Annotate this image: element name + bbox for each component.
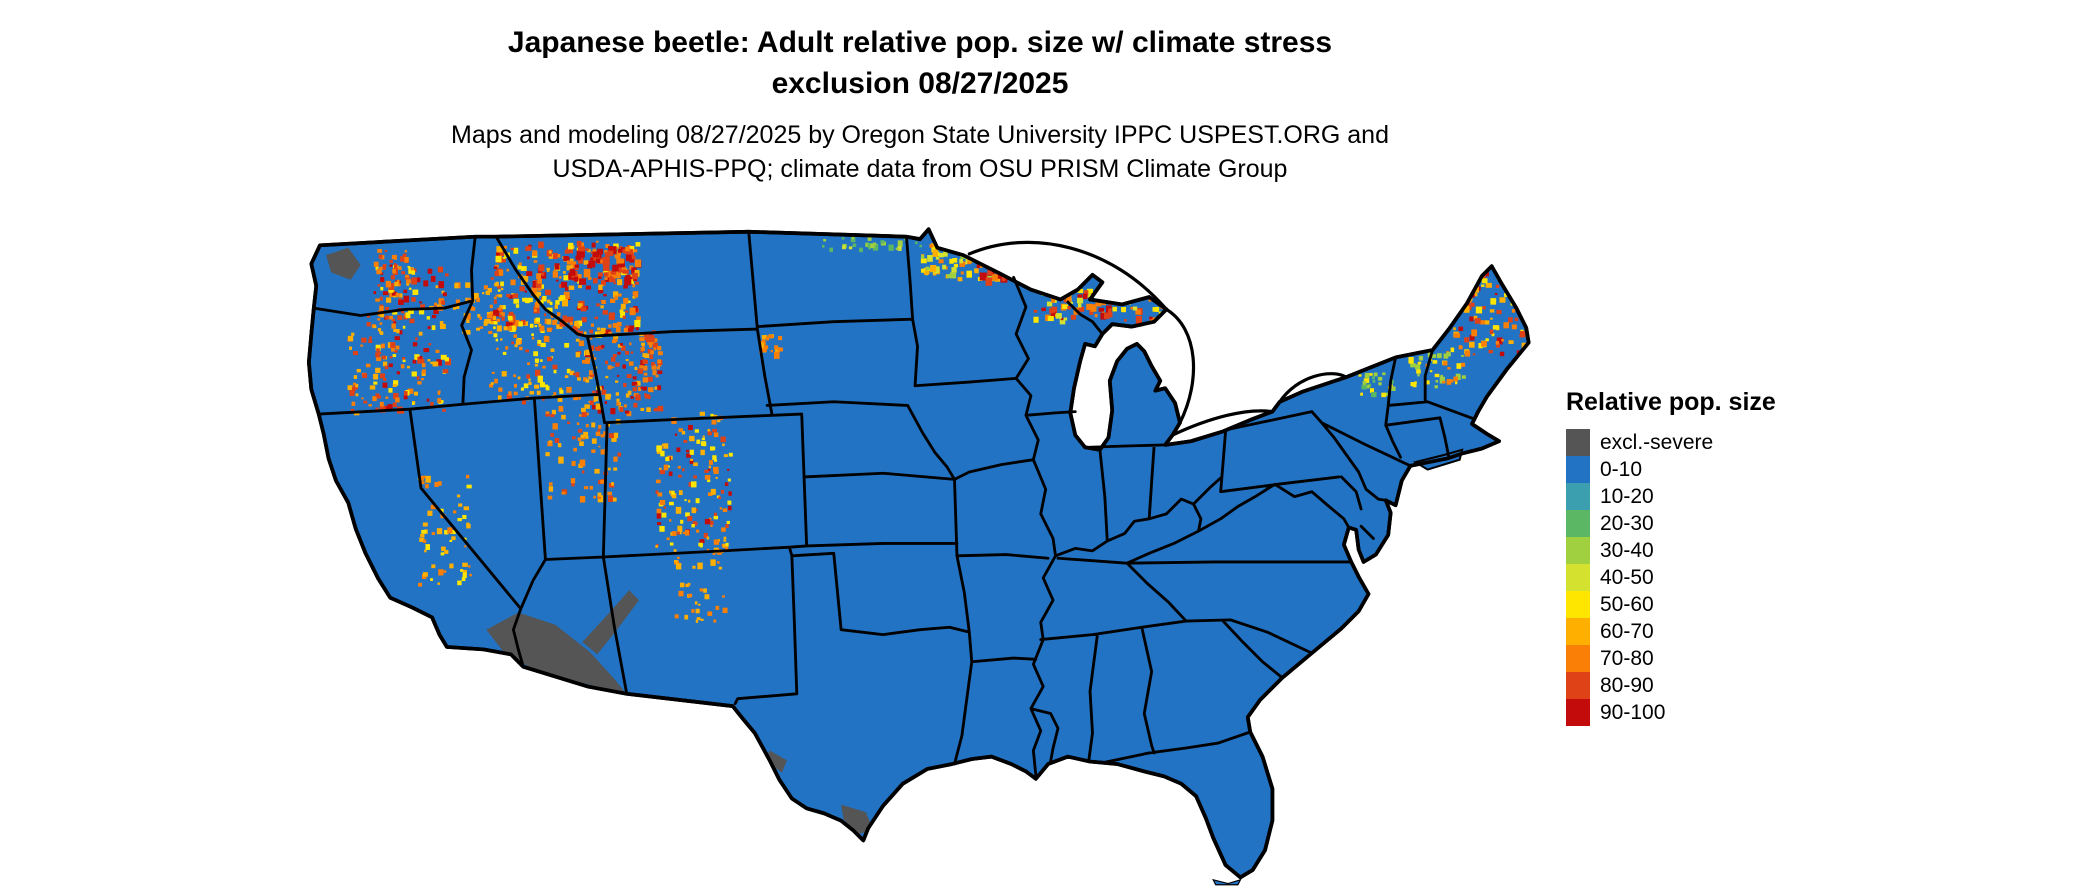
legend-entry: 60-70 bbox=[1566, 618, 1776, 645]
legend-label: 10-20 bbox=[1600, 484, 1654, 508]
legend-label: 20-30 bbox=[1600, 511, 1654, 535]
legend-label: 90-100 bbox=[1600, 700, 1666, 724]
legend-entry: 70-80 bbox=[1566, 645, 1776, 672]
legend-entry: 20-30 bbox=[1566, 510, 1776, 537]
legend-swatch bbox=[1566, 672, 1590, 699]
legend-entry: 80-90 bbox=[1566, 672, 1776, 699]
legend-entry: 40-50 bbox=[1566, 564, 1776, 591]
exclusion-olympic bbox=[326, 247, 361, 280]
map-title-line1: Japanese beetle: Adult relative pop. siz… bbox=[507, 26, 1333, 59]
legend-label: 80-90 bbox=[1600, 673, 1654, 697]
legend-label: 50-60 bbox=[1600, 592, 1654, 616]
legend-label: 30-40 bbox=[1600, 538, 1654, 562]
legend-entry: 90-100 bbox=[1566, 699, 1776, 726]
legend-swatch bbox=[1566, 699, 1590, 726]
map-title-line2: exclusion 08/27/2025 bbox=[771, 67, 1069, 100]
legend-entries: excl.-severe 0-10 10-20 20-30 30-40 40-50 50-6… bbox=[1566, 429, 1776, 726]
legend-swatch bbox=[1566, 618, 1590, 645]
legend-swatch bbox=[1566, 483, 1590, 510]
legend-swatch bbox=[1566, 510, 1590, 537]
exclusion-central-arizona bbox=[582, 590, 640, 655]
legend-entry: 50-60 bbox=[1566, 591, 1776, 618]
legend-entry: excl.-severe bbox=[1566, 429, 1776, 456]
exclusion-southwest-desert bbox=[486, 612, 625, 692]
us-conus-map bbox=[300, 196, 1540, 886]
exclusion-big-bend bbox=[764, 750, 787, 773]
legend-swatch bbox=[1566, 537, 1590, 564]
legend-swatch bbox=[1566, 456, 1590, 483]
legend-label: 0-10 bbox=[1600, 457, 1643, 481]
florida-keys bbox=[1212, 878, 1242, 886]
map-title: Japanese beetle: Adult relative pop. siz… bbox=[0, 22, 1840, 104]
exclusion-severe-areas bbox=[326, 247, 874, 835]
legend-swatch bbox=[1566, 429, 1590, 456]
conus-outline bbox=[307, 227, 1531, 880]
legend-swatch bbox=[1566, 591, 1590, 618]
map-subtitle: Maps and modeling 08/27/2025 by Oregon S… bbox=[0, 118, 1840, 186]
map-svg bbox=[307, 227, 1531, 886]
legend-label: excl.-severe bbox=[1600, 430, 1714, 454]
legend: Relative pop. size excl.-severe 0-10 10-20… bbox=[1566, 388, 1776, 726]
legend-label: 70-80 bbox=[1600, 646, 1654, 670]
legend-label: 60-70 bbox=[1600, 619, 1654, 643]
state-borders bbox=[312, 230, 1476, 777]
legend-title: Relative pop. size bbox=[1566, 388, 1776, 416]
legend-label: 40-50 bbox=[1600, 565, 1654, 589]
legend-entry: 30-40 bbox=[1566, 537, 1776, 564]
map-subtitle-line2: USDA-APHIS-PPQ; climate data from OSU PR… bbox=[552, 155, 1288, 183]
legend-swatch bbox=[1566, 564, 1590, 591]
great-lakes-borders bbox=[967, 240, 1348, 437]
legend-entry: 0-10 bbox=[1566, 456, 1776, 483]
legend-swatch bbox=[1566, 645, 1590, 672]
map-subtitle-line1: Maps and modeling 08/27/2025 by Oregon S… bbox=[451, 121, 1389, 149]
exclusion-south-texas bbox=[841, 804, 874, 835]
legend-entry: 10-20 bbox=[1566, 483, 1776, 510]
